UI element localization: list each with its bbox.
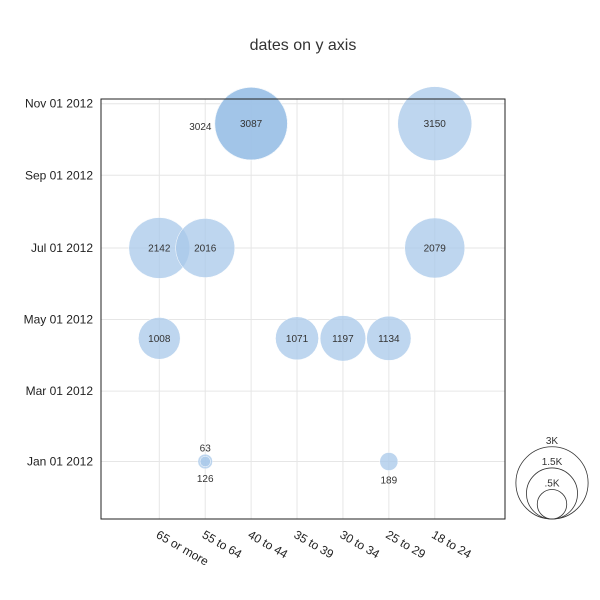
bubble-value-label: 3087 [240, 119, 263, 130]
x-tick-label: 18 to 24 [429, 527, 474, 561]
bubble-value-label: 1008 [148, 334, 171, 345]
data-bubble[interactable] [275, 316, 319, 361]
bubble-value-label: 2016 [194, 243, 217, 254]
bubble-value-label: 2079 [424, 243, 447, 254]
y-tick-label: Nov 01 2012 [25, 97, 93, 111]
data-bubble[interactable] [366, 315, 412, 361]
data-bubble[interactable] [214, 87, 288, 161]
data-bubble[interactable] [199, 456, 211, 467]
chart-title: dates on y axis [250, 37, 357, 54]
y-tick-label: May 01 2012 [24, 313, 94, 327]
bubble-value-label: 2142 [148, 243, 171, 254]
data-bubble[interactable] [138, 317, 181, 360]
size-legend-circle [536, 489, 568, 520]
plot-area-frame [100, 98, 506, 520]
bubble-value-label: 3024 [189, 122, 212, 133]
bubble-value-label: 63 [200, 443, 212, 454]
size-legend-circle [526, 467, 578, 520]
size-legend-label: 1.5K [542, 457, 563, 468]
size-legend-label: 3K [546, 436, 559, 447]
x-tick-label: 25 to 29 [383, 527, 428, 561]
bubble-value-label: 189 [381, 476, 398, 487]
x-tick-label: 40 to 44 [246, 527, 291, 561]
y-tick-label: Sep 01 2012 [25, 168, 93, 182]
y-tick-label: Jul 01 2012 [31, 241, 93, 255]
y-tick-label: Jan 01 2012 [27, 455, 93, 469]
data-bubble[interactable] [404, 217, 466, 279]
data-bubble[interactable] [379, 452, 399, 471]
bubble-value-label: 1071 [286, 334, 309, 345]
size-legend: 3K 1.5K .5K [515, 436, 589, 520]
data-bubble[interactable] [175, 218, 236, 278]
bubble-value-label: 1197 [332, 334, 354, 345]
bubble-value-label: 1134 [378, 334, 400, 345]
bubble-value-label: 3150 [424, 119, 447, 130]
y-axis-ticks: Nov 01 2012 Sep 01 2012 Jul 01 2012 May 01 … [24, 97, 94, 469]
data-bubble[interactable] [319, 315, 366, 362]
size-legend-label: .5K [544, 479, 559, 490]
data-bubble[interactable] [397, 86, 473, 161]
x-tick-label: 30 to 34 [337, 527, 382, 561]
x-tick-label: 35 to 39 [292, 527, 337, 561]
grid-lines [101, 99, 505, 519]
bubbles [128, 86, 473, 471]
bubble-value-label: 126 [197, 474, 214, 485]
y-tick-label: Mar 01 2012 [26, 384, 94, 398]
bubble-labels: 3087 3024 3150 2142 2016 2079 1008 1071 1197 1134… [148, 119, 446, 486]
